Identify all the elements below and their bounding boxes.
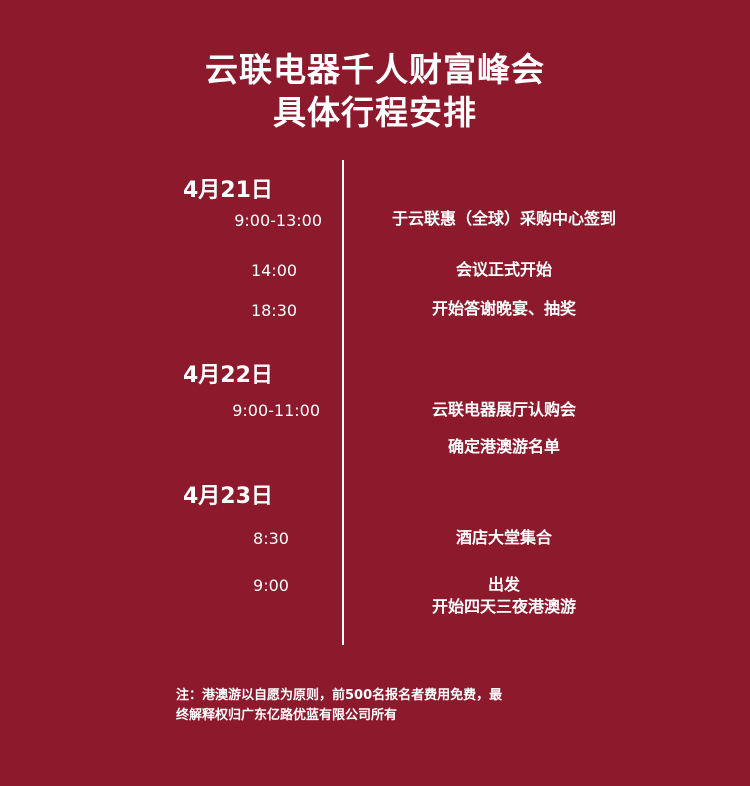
event-day1-item3: 开始答谢晚宴、抽奖 — [364, 299, 644, 319]
event-text: 云联电器展厅认购会 — [431, 400, 576, 419]
event-day1-item2: 会议正式开始 — [364, 260, 644, 280]
time-day3-item1: 8:30 — [253, 529, 289, 548]
time-day2-item1: 9:00-11:00 — [232, 401, 320, 420]
event-text: 开始答谢晚宴、抽奖 — [431, 299, 576, 318]
event-text: 会议正式开始 — [455, 260, 552, 279]
event-text: 于云联惠（全球）采购中心签到 — [391, 209, 616, 228]
event-text: 出发 — [487, 575, 520, 594]
date-day-3: 4月23日 — [183, 484, 273, 509]
time-day3-item2: 9:00 — [253, 576, 289, 595]
date-day-2: 4月22日 — [183, 363, 273, 388]
time-day1-item2: 14:00 — [250, 261, 298, 280]
event-day2-item2: 确定港澳游名单 — [364, 437, 644, 457]
footnote: 注：港澳游以自愿为原则，前500名报名者费用免费，最 终解释权归广东亿路优蓝有限… — [176, 686, 596, 726]
footnote-line-2: 终解释权归广东亿路优蓝有限公司所有 — [176, 708, 398, 723]
event-text: 酒店大堂集合 — [455, 528, 552, 547]
time-day1-item1: 9:00-13:00 — [234, 211, 322, 230]
time-day1-item3: 18:30 — [250, 301, 298, 320]
footnote-line-1: 注：港澳游以自愿为原则，前500名报名者费用免费，最 — [176, 688, 503, 703]
timeline-divider — [342, 160, 344, 645]
page-title: 云联电器千人财富峰会 — [205, 50, 545, 89]
event-text: 确定港澳游名单 — [447, 437, 560, 456]
event-day3-item1: 酒店大堂集合 — [364, 528, 644, 548]
event-day1-item1: 于云联惠（全球）采购中心签到 — [364, 209, 644, 229]
event-text: 开始四天三夜港澳游 — [431, 597, 576, 616]
event-day2-item1: 云联电器展厅认购会 — [364, 400, 644, 420]
page-subtitle: 具体行程安排 — [273, 93, 477, 132]
date-day-1: 4月21日 — [183, 178, 273, 203]
event-day3-item2: 出发 开始四天三夜港澳游 — [364, 575, 644, 617]
